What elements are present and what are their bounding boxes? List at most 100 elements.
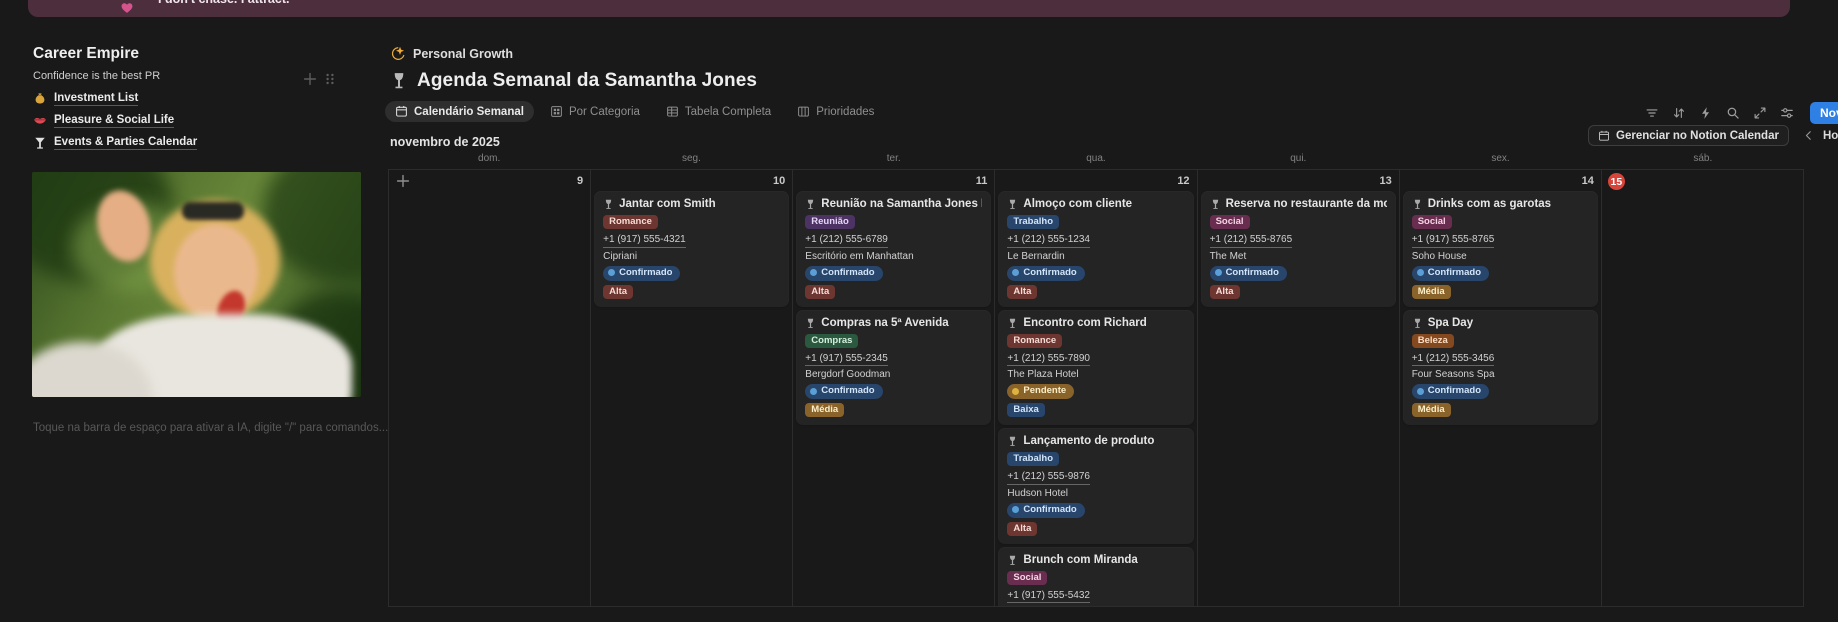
event-phone-link[interactable]: +1 (212) 555-9876 bbox=[1007, 471, 1090, 485]
filter-icon[interactable] bbox=[1645, 106, 1659, 120]
event-phone-link[interactable]: +1 (212) 555-6789 bbox=[805, 234, 888, 248]
event-phone-link[interactable]: +1 (917) 555-8765 bbox=[1411, 234, 1495, 248]
event-card[interactable]: Lançamento de produto Trabalho +1 (212) 55… bbox=[999, 429, 1193, 543]
view-toolbar: Nova bbox=[1645, 102, 1838, 124]
event-phone-link[interactable]: +1 (212) 555-7890 bbox=[1007, 353, 1090, 366]
day-header: seg. bbox=[681, 153, 701, 164]
event-card[interactable]: Compras na 5ª Avenida Compras +1 (917) 555… bbox=[797, 310, 991, 424]
event-title-label: Compras na 5ª Avenida bbox=[821, 316, 949, 329]
status-badge: Confirmado bbox=[603, 265, 681, 281]
editor-hint: Toque na barra de espaço para ativar a I… bbox=[33, 422, 389, 434]
sidebar-link-events-parties-calendar[interactable]: Events & Parties Calendar bbox=[33, 132, 198, 154]
heart-icon bbox=[120, 1, 134, 15]
event-location: Cipriani bbox=[603, 250, 638, 262]
sidebar-link-label: Events & Parties Calendar bbox=[54, 136, 198, 150]
event-card[interactable]: Reunião na Samantha Jones PR Reunião +1 (2… bbox=[797, 192, 991, 306]
search-icon[interactable] bbox=[1726, 106, 1740, 120]
event-phone-link[interactable]: +1 (917) 555-2345 bbox=[805, 353, 888, 366]
date-number: 12 bbox=[1177, 175, 1190, 187]
event-phone-link[interactable]: +1 (212) 555-3456 bbox=[1411, 353, 1495, 366]
wine-glass-icon bbox=[1007, 436, 1018, 447]
day-header: sáb. bbox=[1693, 153, 1713, 164]
event-title: Encontro com Richard bbox=[1007, 317, 1184, 330]
status-badge: Pendente bbox=[1007, 384, 1075, 399]
tune-icon[interactable] bbox=[1780, 106, 1794, 120]
block-hover-controls bbox=[302, 71, 338, 87]
new-button[interactable]: Nova bbox=[1810, 102, 1838, 124]
star-comet-icon bbox=[391, 46, 406, 61]
event-location: Hudson Hotel bbox=[1007, 487, 1069, 499]
event-card[interactable]: Almoço com cliente Trabalho +1 (212) 555-1… bbox=[999, 192, 1193, 306]
event-card[interactable]: Spa Day Beleza +1 (212) 555-3456 Four Seaso… bbox=[1403, 310, 1597, 424]
sidebar-link-label: Pleasure & Social Life bbox=[54, 114, 175, 128]
event-title: Almoço com cliente bbox=[1007, 198, 1184, 211]
priority-tag: Alta bbox=[1007, 284, 1038, 299]
status-badge: Confirmado bbox=[805, 265, 883, 281]
manage-notion-calendar-button[interactable]: Gerenciar no Notion Calendar bbox=[1588, 125, 1789, 146]
day-header: sex. bbox=[1491, 153, 1510, 164]
event-location: The Plaza Hotel bbox=[1007, 369, 1079, 380]
add-block-icon[interactable] bbox=[302, 71, 318, 87]
event-phone-link[interactable]: +1 (212) 555-1234 bbox=[1007, 234, 1090, 248]
wine-glass-icon bbox=[1412, 199, 1423, 210]
priority-tag: Média bbox=[1411, 284, 1451, 299]
event-title: Spa Day bbox=[1412, 317, 1589, 330]
tab-label: Prioridades bbox=[816, 105, 875, 118]
sidebar-subtitle: Confidence is the best PR bbox=[33, 70, 161, 82]
status-dot-icon bbox=[608, 269, 616, 276]
day-cell: 13 Reserva no restaurante da moda Social +1… bbox=[1196, 170, 1399, 606]
new-button-label: Nova bbox=[1820, 106, 1838, 120]
tab-por-categoria[interactable]: Por Categoria bbox=[540, 101, 650, 122]
status-badge: Confirmado bbox=[1007, 265, 1085, 281]
event-card[interactable]: Brunch com Miranda Social +1 (917) 555-543… bbox=[999, 547, 1193, 606]
sidebar-link-investment-list[interactable]: Investment List bbox=[33, 88, 197, 110]
event-location: Escritório em Manhattan bbox=[805, 250, 914, 262]
status-dot-icon bbox=[1214, 269, 1222, 276]
status-dot-icon bbox=[1012, 506, 1020, 513]
tab-tabela-completa[interactable]: Tabela Completa bbox=[656, 101, 781, 122]
photo-samantha-jones[interactable] bbox=[32, 172, 361, 397]
table-icon bbox=[666, 105, 679, 118]
day-headers: dom. seg. ter. qua. qui. sex. sáb. bbox=[388, 153, 1804, 164]
callout-banner: I don't chase. I attract. bbox=[28, 0, 1790, 17]
chevron-left-icon[interactable] bbox=[1803, 130, 1814, 141]
sort-icon[interactable] bbox=[1672, 106, 1686, 120]
event-phone-link[interactable]: +1 (917) 555-4321 bbox=[603, 234, 686, 248]
status-badge: Confirmado bbox=[1411, 384, 1490, 399]
event-card[interactable]: Jantar com Smith Romance +1 (917) 555-4321… bbox=[595, 192, 789, 306]
day-cell: 14 Drinks com as garotas Social +1 (917) 55… bbox=[1398, 170, 1601, 606]
event-title-label: Spa Day bbox=[1427, 316, 1474, 329]
category-tag: Romance bbox=[1007, 333, 1063, 348]
status-dot-icon bbox=[810, 387, 818, 395]
priority-tag: Alta bbox=[805, 284, 836, 299]
today-button[interactable]: Hoje bbox=[1822, 129, 1838, 142]
event-location: Four Seasons Spa bbox=[1411, 369, 1495, 380]
event-card[interactable]: Drinks com as garotas Social +1 (917) 555-… bbox=[1403, 192, 1597, 306]
category-tag: Social bbox=[1007, 570, 1048, 585]
wine-glass-icon bbox=[805, 199, 816, 210]
lightning-icon[interactable] bbox=[1699, 106, 1713, 120]
event-card[interactable]: Reserva no restaurante da moda Social +1 (… bbox=[1201, 192, 1395, 306]
add-event-button[interactable] bbox=[395, 173, 411, 189]
event-phone-link[interactable]: +1 (917) 555-5432 bbox=[1007, 590, 1090, 603]
view-tabs: Calendário Semanal Por Categoria Tabela Co… bbox=[385, 101, 884, 122]
expand-icon[interactable] bbox=[1753, 106, 1767, 120]
event-phone-link[interactable]: +1 (212) 555-8765 bbox=[1209, 234, 1293, 248]
tab-label: Por Categoria bbox=[568, 105, 640, 118]
martini-icon bbox=[33, 136, 47, 150]
calendar-icon bbox=[1598, 130, 1610, 142]
event-title-label: Reserva no restaurante da moda bbox=[1225, 198, 1387, 210]
event-card[interactable]: Encontro com Richard Romance +1 (212) 555-… bbox=[999, 310, 1193, 424]
category-tag: Reunião bbox=[805, 215, 855, 229]
drag-handle-icon[interactable] bbox=[322, 71, 338, 87]
event-title-label: Lançamento de produto bbox=[1023, 435, 1155, 447]
tab-calend-rio-semanal[interactable]: Calendário Semanal bbox=[385, 101, 534, 122]
category-tag: Romance bbox=[603, 215, 658, 229]
event-title: Compras na 5ª Avenida bbox=[805, 317, 982, 330]
status-dot-icon bbox=[1416, 269, 1424, 276]
tab-prioridades[interactable]: Prioridades bbox=[787, 101, 884, 122]
page-title: Agenda Semanal da Samantha Jones bbox=[390, 70, 757, 92]
sidebar-link-pleasure-social-life[interactable]: Pleasure & Social Life bbox=[33, 110, 197, 132]
event-title-label: Almoço com cliente bbox=[1023, 198, 1133, 210]
breadcrumb[interactable]: Personal Growth bbox=[391, 46, 513, 61]
